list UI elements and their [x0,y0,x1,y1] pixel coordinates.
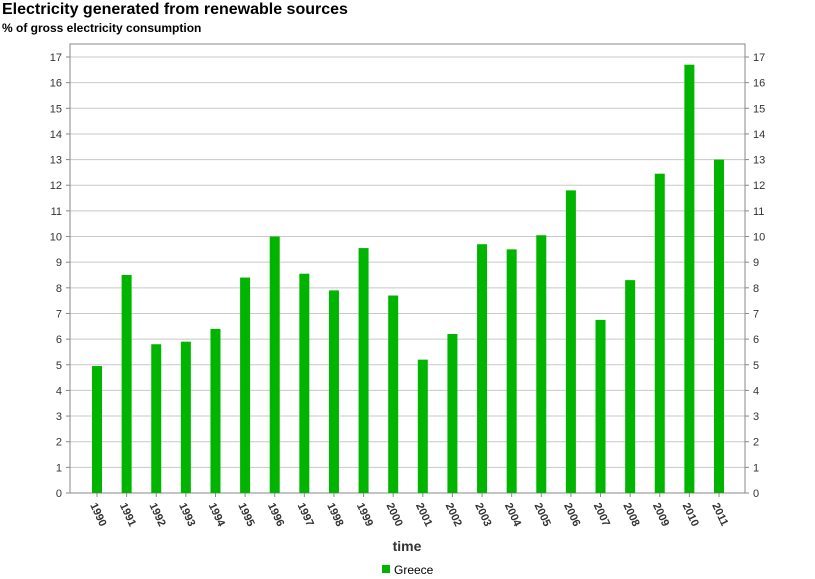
x-tick-label: 2006 [561,501,582,528]
y-tick-label: 7 [56,308,62,320]
y-tick-label-right: 17 [753,52,765,64]
bar-1990 [92,366,102,493]
y-tick-label: 15 [50,103,62,115]
y-tick-label-right: 14 [753,129,765,141]
x-tick-label: 2002 [443,501,464,528]
y-tick-label-right: 5 [753,360,759,372]
y-tick-label-right: 11 [753,206,764,218]
y-tick-label: 10 [50,232,62,244]
bar-2002 [447,333,458,493]
chart-subtitle: % of gross electricity consumption [2,21,202,35]
bar-2001 [417,359,428,493]
x-tick-label: 1995 [235,501,256,528]
x-tick-label: 1996 [265,501,286,528]
y-tick-label-right: 10 [753,232,765,244]
y-tick-label-right: 4 [753,385,759,397]
y-tick-label: 1 [56,462,62,474]
bar-1997 [299,273,310,493]
y-tick-label: 4 [56,385,62,397]
x-tick-label: 2001 [413,501,434,528]
x-tick-label: 2004 [502,501,524,529]
y-tick-label-right: 16 [753,78,765,90]
y-tick-label-right: 2 [753,437,759,449]
bar-2000 [388,295,399,493]
y-tick-label: 3 [56,411,62,423]
y-tick-label-right: 7 [753,308,759,320]
x-tick-label: 1998 [324,501,345,528]
x-tick-label: 2000 [383,501,404,528]
legend: Greece [382,563,434,577]
bar-2004 [506,249,517,493]
y-tick-label: 17 [50,52,62,64]
bar-1991 [121,275,132,493]
x-tick-label: 2003 [472,501,493,528]
y-tick-label: 2 [56,437,62,449]
y-tick-label: 5 [56,360,62,372]
y-tick-label-right: 8 [753,283,759,295]
bar-1993 [180,341,191,493]
y-tick-label-right: 13 [753,155,765,167]
y-tick-label-right: 1 [753,462,759,474]
bar-1998 [328,290,339,493]
y-tick-label: 16 [50,78,62,90]
x-tick-label: 1990 [87,501,108,528]
y-tick-label-right: 3 [753,411,759,423]
x-tick-label: 1991 [117,501,138,528]
x-tick-label: 1992 [147,501,168,528]
bar-2007 [595,319,606,493]
y-tick-label-right: 6 [753,334,759,346]
bar-2011 [714,159,724,493]
y-tick-label-right: 9 [753,257,759,269]
x-tick-label: 2011 [709,501,730,528]
plot-area [69,43,746,494]
x-tick-label: 2005 [532,501,553,528]
x-tick-label: 2007 [591,501,612,528]
y-tick-label-right: 12 [753,180,765,192]
y-tick-label: 13 [50,155,62,167]
x-tick-label: 2009 [650,501,671,528]
bar-2010 [684,64,695,493]
bar-series [92,64,724,494]
bar-1994 [210,328,221,493]
x-tick-label: 1993 [176,501,197,528]
x-tick-label: 2008 [620,501,641,528]
y-tick-label: 0 [56,488,62,500]
legend-label-greece: Greece [394,563,434,577]
chart-title: Electricity generated from renewable sou… [2,1,348,18]
x-tick-label: 1999 [354,501,375,528]
x-tick-label: 1994 [206,501,228,529]
y-tick-label: 11 [51,206,62,218]
bar-2008 [625,280,636,493]
y-tick-label: 12 [50,180,62,192]
y-tick-label-right: 0 [753,488,759,500]
bar-2009 [654,173,665,493]
y-tick-label: 6 [56,334,62,346]
x-tick-label: 2010 [680,501,701,528]
bar-1996 [269,236,280,493]
y-tick-label: 9 [56,257,62,269]
x-tick-label: 1997 [295,501,316,528]
y-tick-label: 8 [56,283,62,295]
y-tick-label: 14 [50,129,62,141]
legend-swatch [382,565,390,573]
x-axis: 1990 1991 1992 1993 1994 1995 1996 1997 1998 1999… [87,493,730,529]
bar-1999 [358,248,369,493]
bar-2003 [477,244,488,493]
gridlines [70,56,745,494]
bar-2006 [565,190,576,494]
y-tick-label-right: 15 [753,103,765,115]
bar-1992 [151,344,162,493]
bar-2005 [536,235,547,493]
bar-1995 [240,277,251,493]
x-axis-label: time [393,538,422,554]
